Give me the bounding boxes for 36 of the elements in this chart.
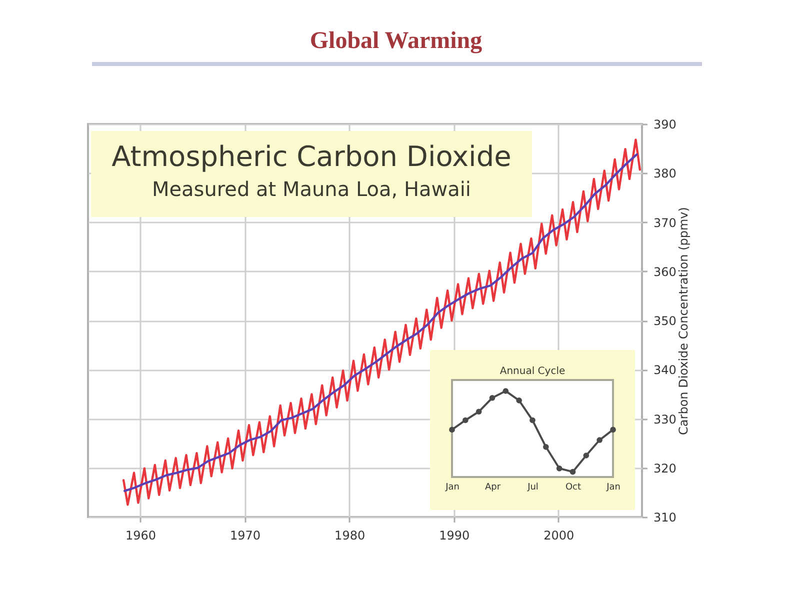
point: [570, 468, 576, 475]
x-tick-label: Apr: [484, 482, 501, 492]
point: [449, 426, 455, 433]
x-tick-label: Jul: [526, 482, 538, 492]
y-tick-label: 390: [654, 118, 676, 132]
x-tick-label: Oct: [565, 482, 582, 492]
point: [583, 452, 590, 458]
y-tick-label: 320: [654, 461, 676, 476]
y-axis-title: Carbon Dioxide Concentration (ppmv): [676, 207, 690, 435]
x-tick-label: Jan: [606, 482, 620, 492]
y-tick-label: 350: [654, 314, 676, 328]
point: [596, 437, 602, 443]
x-tick-label: 1970: [230, 528, 261, 542]
title-box: Atmospheric Carbon Dioxide Measured at Mauna Loa, Hawaii: [91, 131, 532, 217]
point: [476, 408, 482, 415]
y-tick-label: 380: [654, 166, 676, 181]
x-tick-label: 1990: [439, 528, 470, 542]
point: [489, 394, 496, 401]
x-tick-label: 2000: [544, 528, 574, 542]
chart-title: Annual Cycle: [500, 366, 566, 377]
point: [462, 417, 468, 424]
point: [502, 388, 509, 394]
text: Global Warming: [308, 28, 484, 55]
y-tick-label: 340: [654, 363, 676, 378]
point: [543, 444, 549, 450]
point: [530, 417, 536, 424]
y-tick-label: 310: [654, 510, 676, 524]
x-tick-label: 1980: [334, 528, 366, 542]
x-tick-label: Jan: [444, 482, 460, 492]
y-tick-label: 360: [654, 264, 676, 279]
x-tick-label: 1960: [125, 528, 156, 542]
point: [556, 465, 562, 472]
point: [610, 426, 616, 433]
y-tick-label: 330: [654, 412, 676, 426]
point: [516, 398, 522, 404]
y-tick-label: 370: [654, 216, 676, 230]
